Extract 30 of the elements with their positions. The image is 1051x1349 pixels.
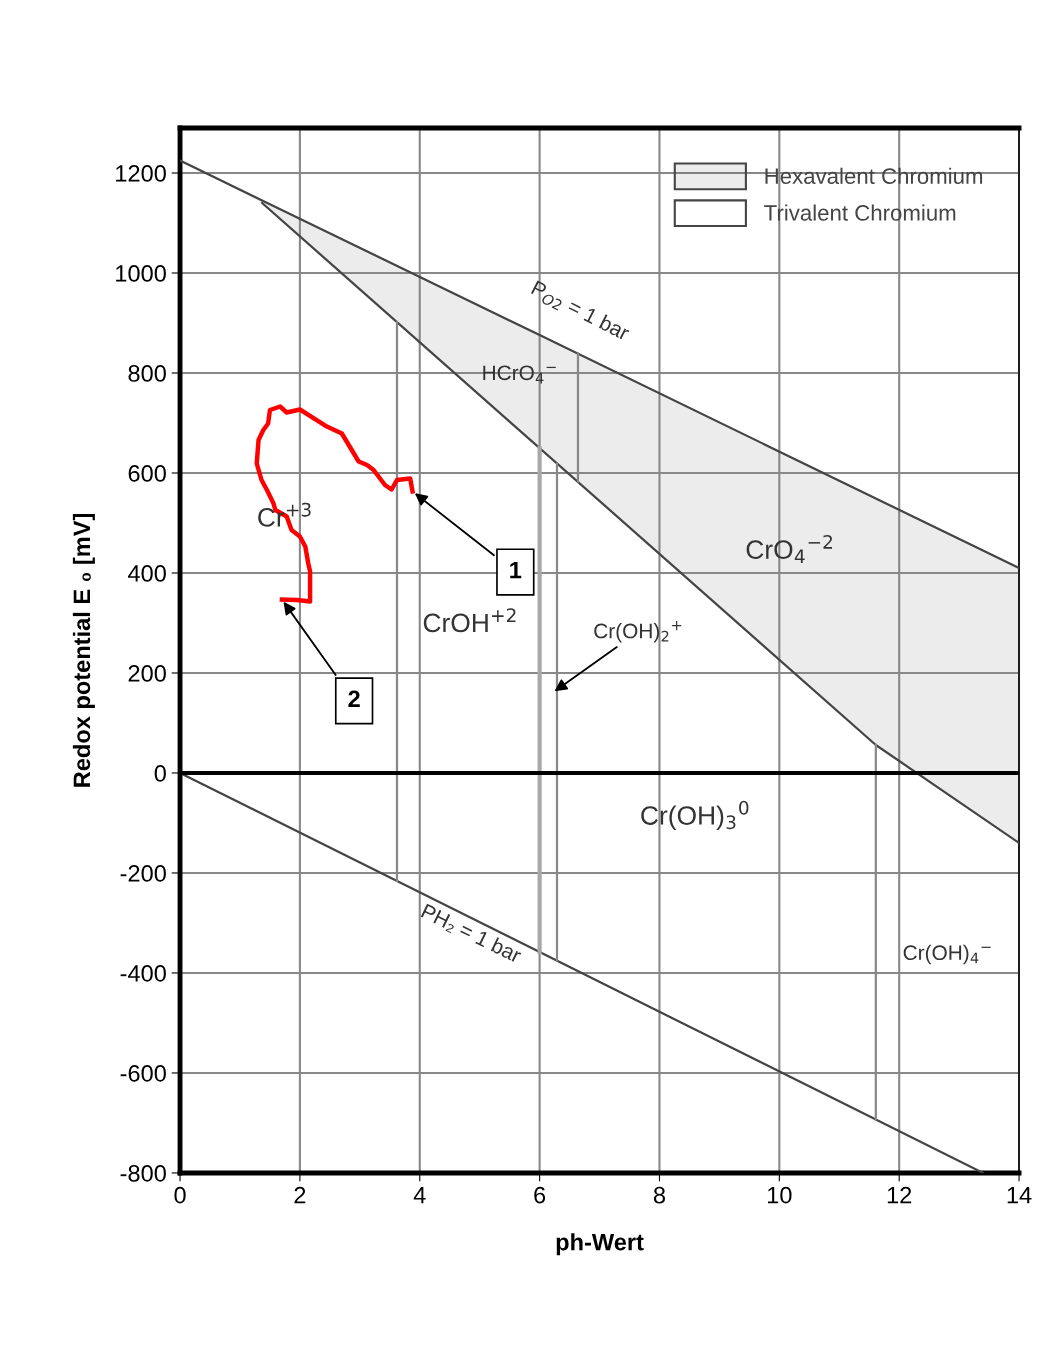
x-tick-label: 12 bbox=[887, 1186, 912, 1204]
y-tick-label: -600 bbox=[120, 1065, 166, 1082]
annotation: 1 bbox=[510, 561, 522, 579]
y-tick-label: 600 bbox=[128, 465, 166, 482]
annotation: Cr(OH)$_{2}$$^{+}$ bbox=[594, 621, 682, 643]
x-tick-label: 0 bbox=[174, 1186, 186, 1204]
x-tick-label: 8 bbox=[653, 1186, 666, 1204]
annotation: 2 bbox=[348, 690, 360, 707]
annotation: CrOH$^{+2}$ bbox=[423, 608, 516, 633]
y-tick-label: 0 bbox=[154, 765, 166, 782]
y-tick-label: 400 bbox=[127, 565, 166, 582]
annotation: P$_{O2}$ = 1 bar bbox=[529, 279, 632, 344]
annotation: CrO$_{4}$$^{−2}$ bbox=[746, 534, 832, 564]
x-tick-label: 4 bbox=[413, 1187, 426, 1204]
y-tick-label: -800 bbox=[120, 1165, 166, 1182]
y-axis-title: Redox potential E ₀ [mV] bbox=[72, 513, 95, 787]
x-tick-label: 6 bbox=[534, 1186, 546, 1204]
y-tick-label: 200 bbox=[128, 665, 166, 682]
annotation: PH₂ = 1 bar bbox=[420, 903, 523, 965]
x-tick-label: 2 bbox=[294, 1186, 306, 1204]
y-tick-label: -200 bbox=[120, 865, 166, 882]
y-tick-label: 1200 bbox=[116, 165, 166, 182]
y-tick-label: 800 bbox=[128, 365, 166, 382]
x-tick-label: 10 bbox=[768, 1186, 792, 1204]
x-axis-title: ph-Wert bbox=[556, 1233, 644, 1256]
y-tick-label: -400 bbox=[120, 965, 166, 982]
annotation: Cr(OH)$_{4}$$^{−}$ bbox=[903, 944, 991, 965]
y-tick-label: 1000 bbox=[116, 265, 166, 282]
annotation: HCrO$_{4}$$^{−}$ bbox=[483, 365, 556, 384]
x-tick-label: 14 bbox=[1007, 1187, 1032, 1204]
